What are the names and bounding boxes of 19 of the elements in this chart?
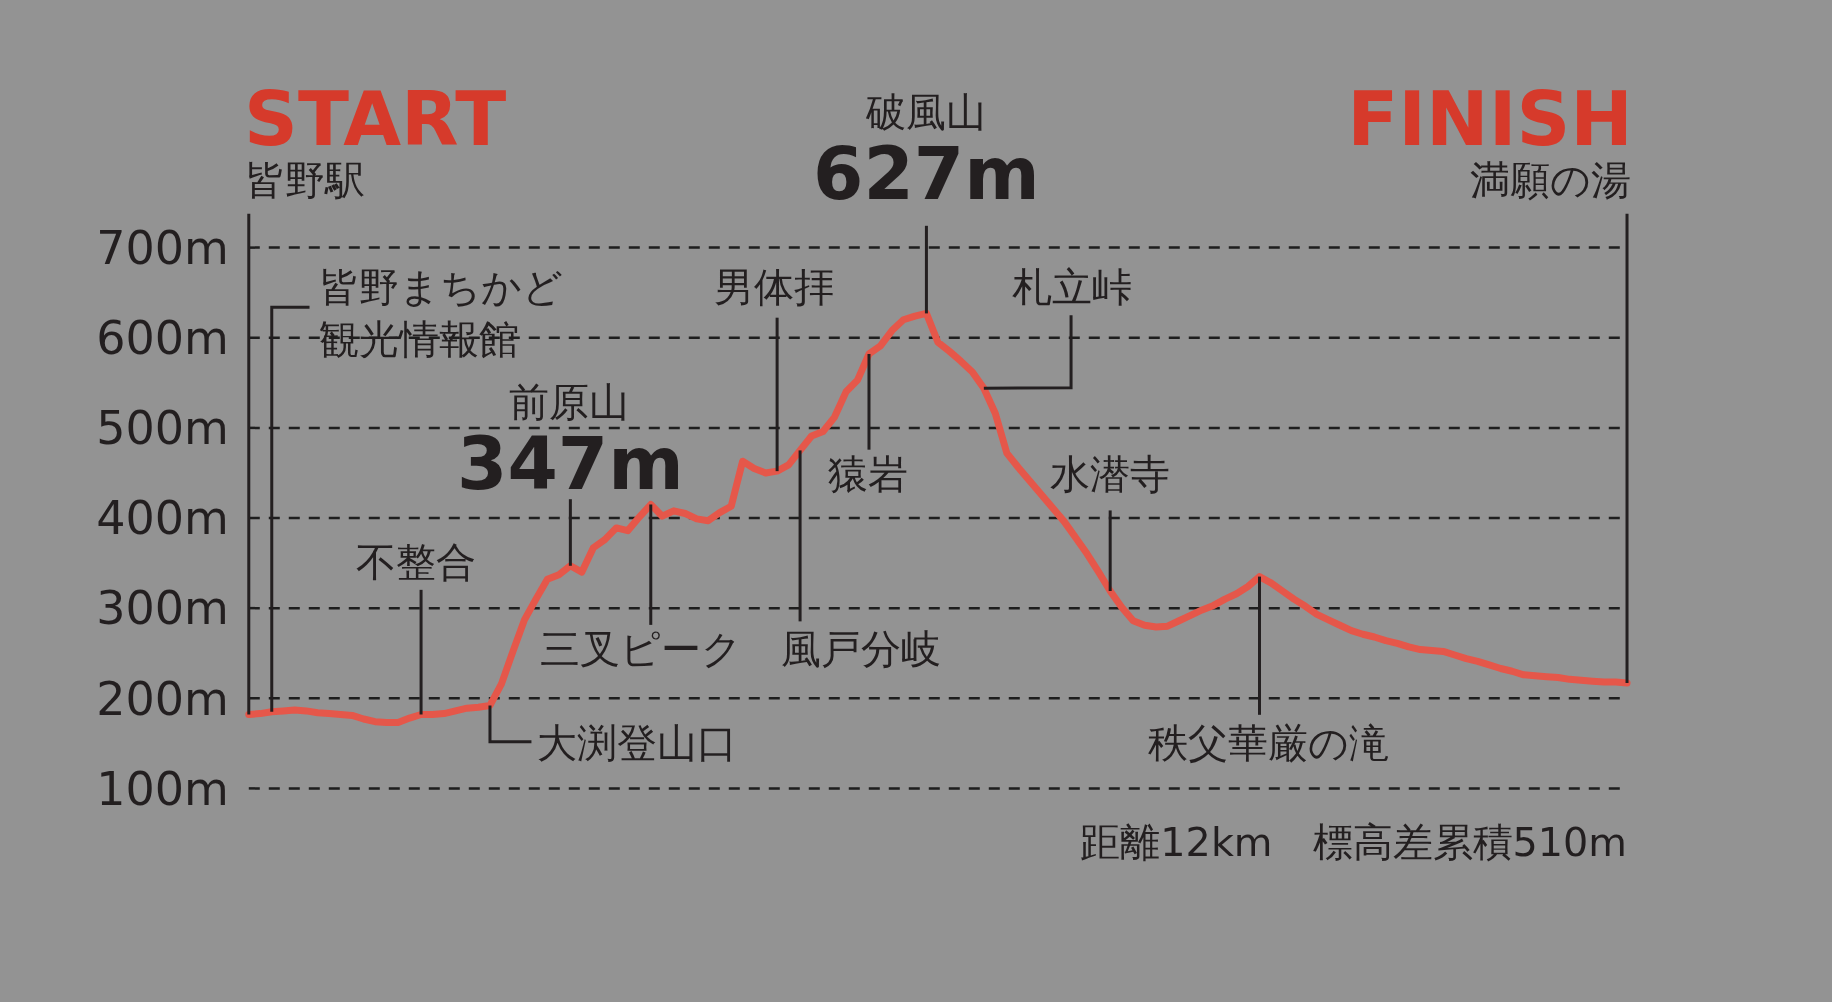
y-tick-label: 400m — [96, 491, 229, 546]
text: 満願の湯 — [1469, 156, 1631, 203]
y-tick-label: 300m — [96, 581, 229, 636]
text: 距離12km 標高差累積510m — [1080, 819, 1628, 866]
y-tick-label: 100m — [96, 761, 229, 816]
annotation: 三叉ピーク — [540, 626, 743, 673]
annotation: 不整合 — [355, 538, 476, 585]
annotation: 大渕登山口 — [537, 719, 738, 766]
annotation: 猿岩 — [827, 451, 908, 498]
annotation: 秩父華厳の滝 — [1147, 719, 1389, 766]
y-tick-label: 700m — [96, 220, 229, 275]
annotation: 男体拝 — [714, 264, 835, 311]
y-tick-label: 200m — [96, 671, 229, 726]
annotation: 水潜寺 — [1049, 451, 1170, 498]
annotation: 札立峠 — [1012, 264, 1133, 311]
annotation: 風戸分岐 — [780, 626, 941, 673]
annotation: 皆野まちかど — [318, 264, 563, 311]
y-tick-label: 600m — [96, 311, 229, 366]
y-tick-label: 500m — [96, 401, 229, 456]
